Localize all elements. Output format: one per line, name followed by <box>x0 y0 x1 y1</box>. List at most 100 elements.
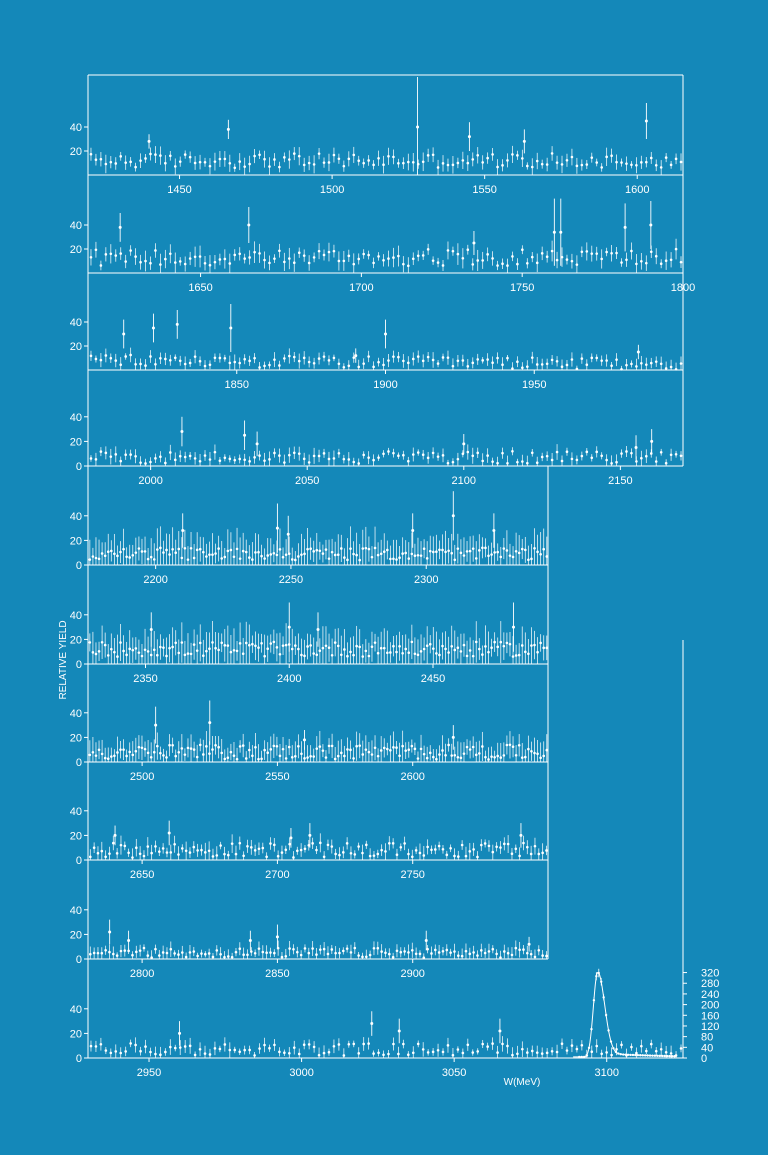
y-tick-label-right: 80 <box>701 1032 713 1044</box>
data-point <box>472 848 475 851</box>
data-point <box>514 946 518 950</box>
data-point <box>137 745 141 749</box>
data-point <box>332 1044 336 1048</box>
y-axis-label: RELATIVE YIELD <box>58 620 69 699</box>
data-point <box>188 155 192 159</box>
data-point <box>659 166 663 169</box>
data-point <box>246 844 249 848</box>
data-point <box>229 548 233 552</box>
data-point <box>453 854 456 858</box>
data-point <box>431 1050 435 1054</box>
data-point <box>526 951 529 955</box>
data-point <box>273 951 276 955</box>
data-point <box>636 350 640 354</box>
data-point <box>297 1052 301 1056</box>
data-point <box>288 842 291 846</box>
data-point <box>89 152 93 156</box>
data-point <box>459 650 463 653</box>
data-point <box>149 628 153 632</box>
data-point <box>203 364 207 368</box>
data-point <box>292 355 296 359</box>
data-point <box>283 1051 286 1055</box>
data-point <box>273 843 276 847</box>
data-point <box>223 555 227 559</box>
data-point <box>144 259 147 263</box>
data-point <box>355 644 358 648</box>
data-point <box>367 253 370 257</box>
data-point <box>342 259 346 263</box>
data-point <box>605 250 608 254</box>
data-point <box>169 358 172 362</box>
data-point <box>518 948 521 952</box>
data-point <box>388 841 391 845</box>
data-point <box>134 362 137 366</box>
data-point <box>585 1054 588 1057</box>
data-point <box>395 650 398 654</box>
data-point <box>471 745 475 749</box>
data-point <box>542 754 546 758</box>
data-point <box>257 847 261 851</box>
data-point <box>183 753 187 756</box>
data-point <box>451 163 455 167</box>
data-point <box>550 358 554 362</box>
data-point <box>114 359 118 362</box>
data-point <box>113 833 117 837</box>
data-point <box>322 947 326 951</box>
data-point <box>610 462 613 465</box>
data-point <box>382 1053 385 1057</box>
data-point <box>392 746 395 749</box>
data-point <box>284 757 288 760</box>
data-point <box>317 454 321 458</box>
data-point <box>183 653 187 657</box>
data-point <box>595 450 599 454</box>
data-point <box>214 646 217 650</box>
data-point <box>376 852 380 856</box>
data-point <box>535 363 539 366</box>
data-point <box>416 125 420 129</box>
data-point <box>367 1042 370 1045</box>
data-point <box>173 458 177 462</box>
data-point <box>630 362 633 366</box>
data-point <box>387 257 390 260</box>
data-point <box>362 362 365 365</box>
data-point <box>113 754 116 758</box>
data-point <box>142 946 146 950</box>
data-point <box>162 754 165 757</box>
data-point <box>198 743 202 747</box>
data-point <box>481 459 484 463</box>
data-point <box>232 754 236 757</box>
data-point <box>161 847 165 850</box>
data-point <box>205 745 208 748</box>
data-point <box>186 558 190 561</box>
data-point <box>104 354 108 357</box>
data-point <box>537 948 541 952</box>
data-point <box>192 748 196 751</box>
data-point <box>238 361 242 365</box>
data-point <box>317 249 321 253</box>
data-point <box>373 546 377 550</box>
data-point <box>607 1029 610 1032</box>
data-point <box>226 644 230 647</box>
data-point <box>512 625 515 629</box>
data-point <box>164 257 167 261</box>
data-point <box>372 854 376 857</box>
data-point <box>441 264 445 267</box>
data-point <box>480 843 483 847</box>
data-point <box>315 548 319 552</box>
data-point <box>143 550 147 553</box>
data-point <box>399 845 403 849</box>
data-point <box>124 1050 127 1053</box>
data-point <box>91 555 95 558</box>
data-point <box>496 165 499 169</box>
data-point <box>327 161 331 164</box>
data-point <box>384 332 387 336</box>
data-point <box>595 1044 599 1048</box>
data-point <box>407 951 410 954</box>
data-point <box>319 948 322 951</box>
data-point <box>188 361 192 365</box>
data-point <box>565 363 569 367</box>
data-point <box>413 554 417 557</box>
data-point <box>343 648 346 651</box>
data-point <box>119 748 122 751</box>
data-point <box>349 748 352 752</box>
